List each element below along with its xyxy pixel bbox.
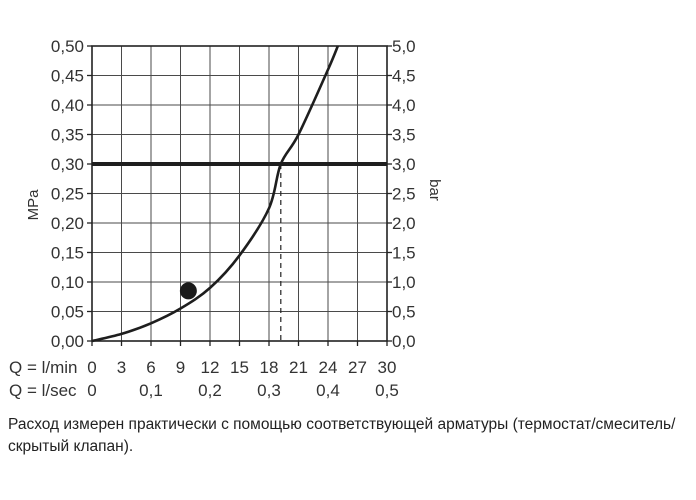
left-axis-tick-label: 0,35: [51, 126, 84, 145]
right-axis-tick-label: 5,0: [392, 37, 416, 56]
right-axis-tick-label: 1,5: [392, 244, 416, 263]
x-axis-lmin-tick-label: 3: [117, 358, 126, 377]
x-axis-lsec-label: Q = l/sec: [9, 381, 77, 400]
left-axis-tick-label: 0,10: [51, 273, 84, 292]
y-axis-left-label: MPa: [25, 189, 42, 221]
x-axis-lmin-tick-label: 15: [230, 358, 249, 377]
x-axis-lmin-tick-label: 27: [348, 358, 367, 377]
grid: [91, 45, 388, 342]
x-axis-lmin-tick-label: 9: [176, 358, 185, 377]
x-axis-lmin-tick-label: 0: [87, 358, 96, 377]
x-axis-lmin-ticks: 0 3 6 9 12 15 18 21 24 27 30: [87, 341, 396, 377]
left-axis-tick-label: 0,20: [51, 214, 84, 233]
left-axis-tick-label: 0,00: [51, 332, 84, 351]
right-axis-tick-label: 2,0: [392, 214, 416, 233]
x-axis-lmin-tick-label: 6: [146, 358, 155, 377]
right-axis-tick-label: 4,0: [392, 96, 416, 115]
pressure-flow-curve: [91, 45, 340, 343]
left-axis-tick-label: 0,50: [51, 37, 84, 56]
x-axis-lmin-tick-label: 30: [378, 358, 397, 377]
right-axis-tick-label: 3,0: [392, 155, 416, 174]
measurement-caption: Расход измерен практически с помощью соо…: [8, 416, 676, 455]
x-axis-lmin-tick-label: 18: [260, 358, 279, 377]
right-axis-tick-label: 4,5: [392, 67, 416, 86]
x-axis-lsec-tick-label: 0,4: [316, 381, 340, 400]
left-axis-ticks: 0,00 0,05 0,10 0,15 0,20 0,25 0,30 0,35 0,40 0,45…: [51, 37, 92, 351]
x-axis-lsec-tick-label: 0,1: [139, 381, 163, 400]
x-axis-lsec-tick-label: 0,2: [198, 381, 222, 400]
right-axis-tick-label: 0,5: [392, 303, 416, 322]
right-axis-tick-label: 2,5: [392, 185, 416, 204]
x-axis-lsec-tick-label: 0: [87, 381, 96, 400]
left-axis-tick-label: 0,05: [51, 303, 84, 322]
flow-pressure-chart: 0,000,050,100,150,200,250,300,350,400,45…: [9, 37, 443, 400]
right-axis-tick-label: 1,0: [392, 273, 416, 292]
left-axis-tick-label: 0,45: [51, 67, 84, 86]
x-axis-lsec-tick-label: 0,3: [257, 381, 281, 400]
right-axis-tick-label: 3,5: [392, 126, 416, 145]
left-axis-tick-label: 0,25: [51, 185, 84, 204]
right-axis-ticks: 0,0 0,5 1,0 1,5 2,0 2,5 3,0 3,5 4,0 4,5 5,0: [387, 37, 416, 351]
x-axis-lmin-tick-label: 12: [201, 358, 220, 377]
left-axis-tick-label: 0,30: [51, 155, 84, 174]
x-axis-lmin-label: Q = l/min: [9, 358, 78, 377]
x-axis-lsec-ticks: 0 0,1 0,2 0,3 0,4 0,5: [87, 381, 399, 400]
left-axis-tick-label: 0,15: [51, 244, 84, 263]
x-axis-lmin-tick-label: 21: [289, 358, 308, 377]
series-layer: [91, 45, 387, 343]
right-axis-tick-label: 0,0: [392, 332, 416, 351]
y-axis-right-label: bar: [426, 179, 443, 201]
x-axis-lmin-tick-label: 24: [319, 358, 338, 377]
operating-point-marker: [179, 282, 197, 300]
x-axis-lsec-tick-label: 0,5: [375, 381, 399, 400]
left-axis-tick-label: 0,40: [51, 96, 84, 115]
